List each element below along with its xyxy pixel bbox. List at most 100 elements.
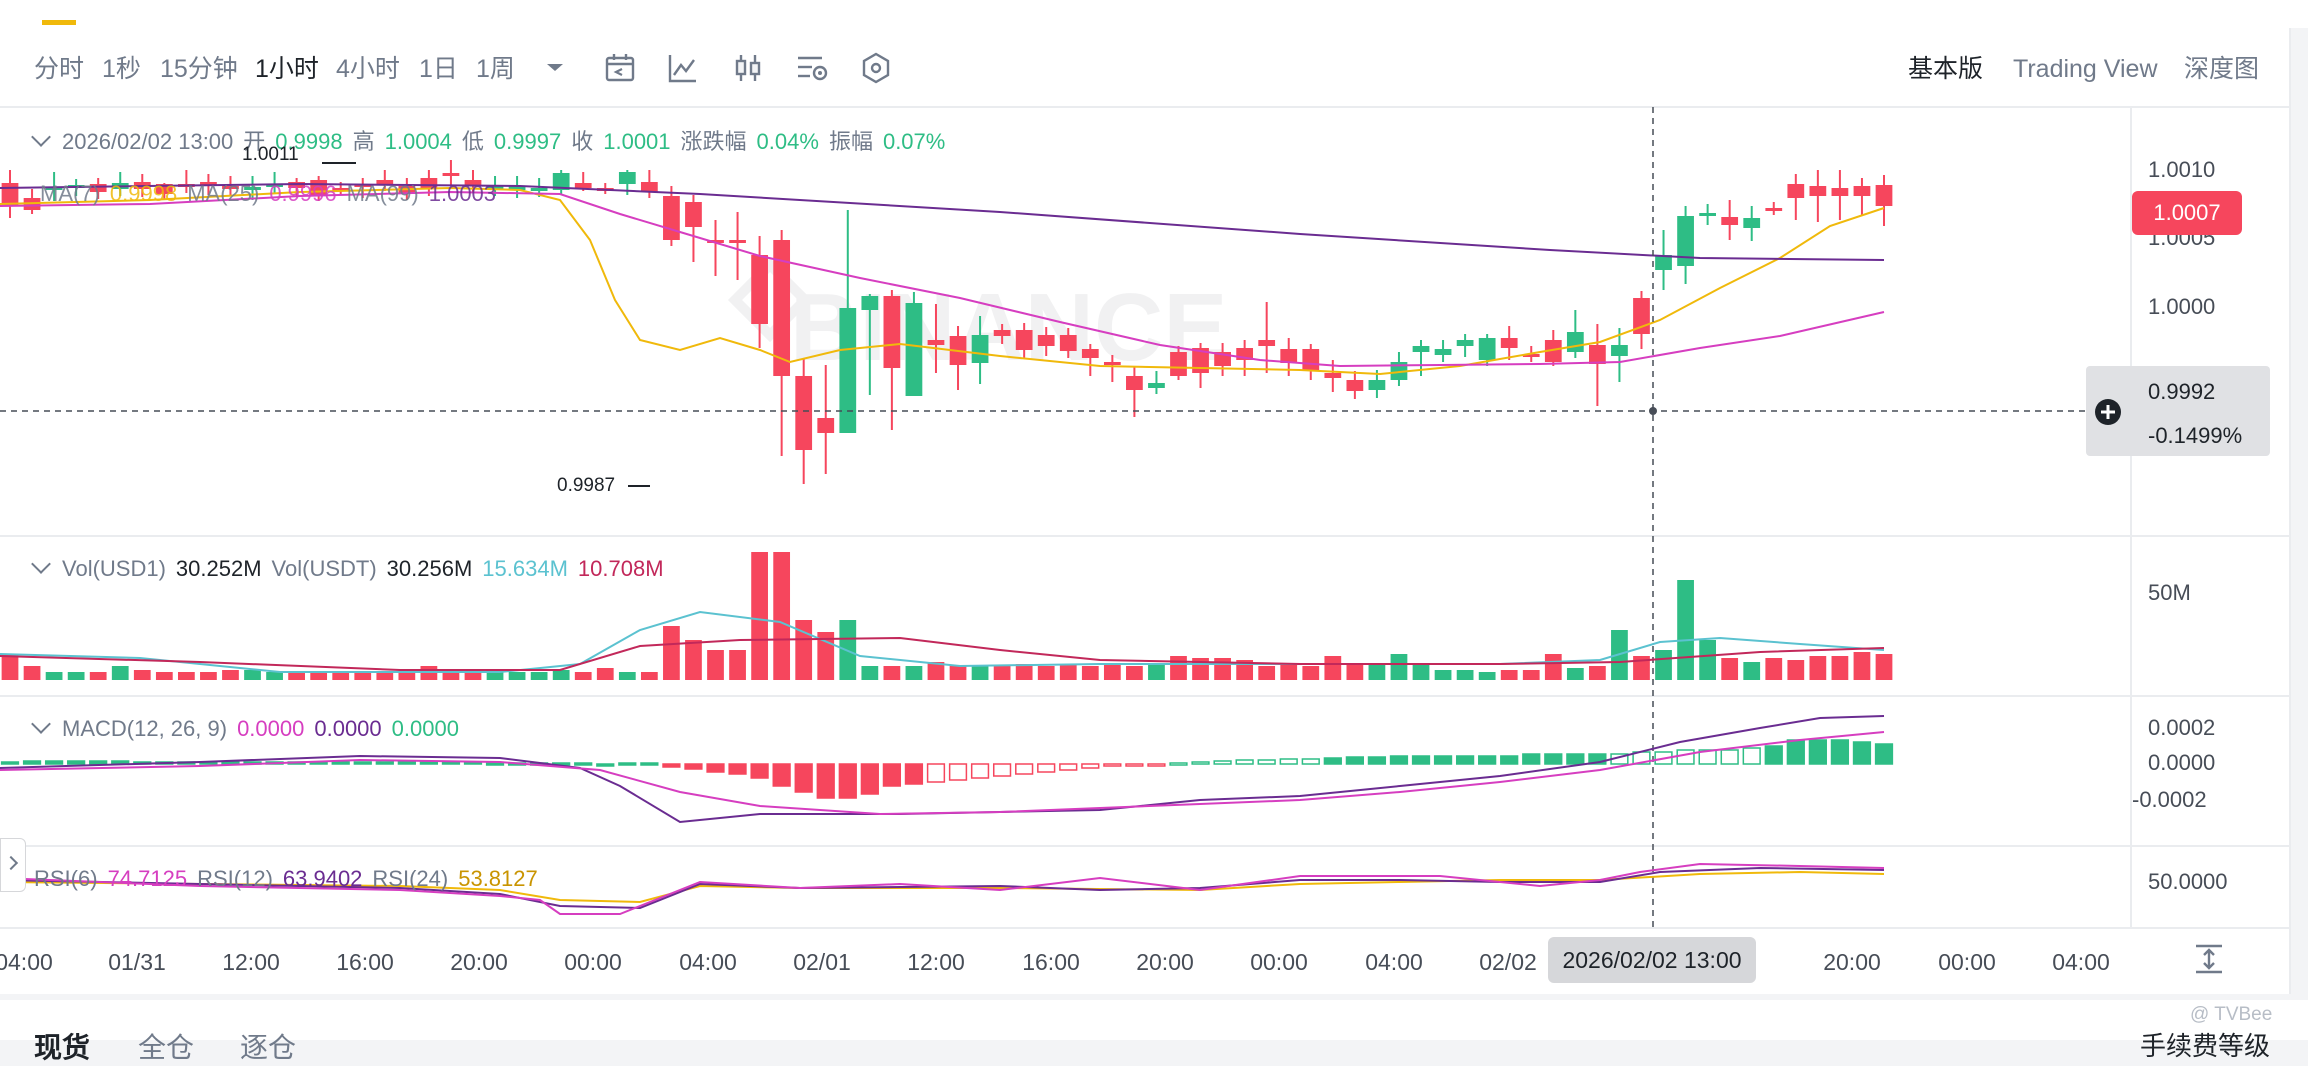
candle-body [442, 173, 460, 176]
macd-hist-bar [1500, 755, 1519, 765]
rsi6-line [0, 862, 1885, 915]
indicator-icon[interactable] [665, 50, 701, 86]
time-tick: 04:00 [1365, 949, 1423, 975]
add-alert-icon[interactable] [2094, 398, 2122, 426]
candle-body [1765, 208, 1783, 211]
volume-bar [861, 666, 879, 680]
ma99-line [0, 182, 1885, 261]
credit-label: @ TVBee [2190, 1004, 2273, 1025]
high-label: 高 [352, 129, 375, 154]
macd-hist-bar [838, 763, 857, 799]
candle-body [155, 184, 173, 194]
candle-body [266, 184, 283, 187]
macd-hist-bar [816, 763, 835, 799]
candle-type-icon[interactable] [730, 50, 766, 86]
candle-body [1258, 340, 1276, 346]
current-price-tag: 1.0007 [2132, 191, 2242, 235]
hexagon-icon[interactable] [858, 50, 894, 86]
volume-bar [1677, 580, 1694, 680]
macd-hist-bar [485, 762, 505, 766]
view-depth[interactable]: 深度图 [2184, 55, 2260, 83]
volume-bar [200, 672, 217, 680]
macd-hist-bar [1786, 739, 1805, 765]
tab-isolated[interactable]: 逐仓 [240, 1032, 297, 1063]
macd-hist-bar [1478, 755, 1497, 765]
candle-body [685, 202, 702, 227]
collapse-chevron-icon[interactable] [31, 554, 51, 574]
volume-bar [729, 650, 746, 680]
candle-body [1544, 340, 1562, 362]
rsi6-label: RSI(6) [34, 866, 98, 891]
chevron-down-icon[interactable] [537, 50, 573, 86]
macd-hist-bar [574, 762, 593, 766]
candle-body [1412, 346, 1430, 352]
close-label: 收 [571, 129, 594, 154]
macd-hist-bar [397, 761, 416, 765]
volume-bar [1566, 668, 1584, 680]
tab-spot[interactable]: 现货 [34, 1032, 91, 1063]
chart-canvas[interactable]: BINANCE [0, 0, 2308, 1040]
macd-hist-bar [1213, 760, 1232, 765]
expand-side-handle[interactable] [0, 838, 26, 892]
timeframe-1s[interactable]: 1秒 [102, 55, 141, 83]
time-tick: 20:00 [1823, 949, 1881, 975]
fit-screen-icon[interactable] [2192, 942, 2226, 976]
candle-body [663, 196, 680, 240]
candle-body [1721, 217, 1739, 225]
vol-usdt-value: 30.256M [386, 556, 473, 581]
macd-hist-bar [1191, 761, 1210, 765]
timeframe-1d[interactable]: 1日 [419, 55, 458, 83]
collapse-chevron-icon[interactable] [31, 714, 51, 734]
timeframe-15m[interactable]: 15分钟 [160, 55, 238, 83]
candle-body [1831, 188, 1849, 196]
tab-cross[interactable]: 全仓 [138, 1032, 195, 1063]
volume-bar [133, 670, 151, 680]
timeframe-1w[interactable]: 1周 [476, 55, 515, 83]
volume-bar [883, 666, 901, 680]
macd-hist-bar [1874, 743, 1894, 765]
timeframe-4h[interactable]: 4小时 [336, 55, 400, 83]
candle-body [1, 183, 19, 205]
collapse-chevron-icon[interactable] [31, 127, 51, 147]
macd-dea-value: 0.0000 [314, 716, 382, 741]
candle-body [1148, 383, 1165, 388]
macd-hist-bar [22, 760, 42, 765]
candle-body [1853, 186, 1871, 196]
macd-hist-bar [662, 763, 681, 768]
fee-level-link[interactable]: 手续费等级 [2140, 1031, 2271, 1061]
volume-bar [949, 666, 967, 680]
volume-bar [1478, 672, 1496, 680]
candle-body [1103, 362, 1121, 365]
view-basic[interactable]: 基本版 [1908, 55, 1984, 83]
rsi-tick: 50.0000 [2148, 869, 2228, 894]
calendar-icon[interactable] [602, 50, 638, 86]
volume-bar [1500, 670, 1518, 680]
timeframe-line[interactable]: 分时 [34, 55, 85, 83]
high-value: 1.0004 [384, 129, 452, 154]
settings-icon[interactable] [794, 50, 830, 86]
macd-hist-bar [1588, 753, 1607, 765]
volume-bar [332, 672, 350, 680]
view-tradingview[interactable]: Trading View [2013, 55, 2158, 83]
volume-bar [1589, 666, 1606, 680]
volume-bar [707, 650, 724, 680]
rsi6-value: 74.7125 [107, 866, 188, 891]
macd-hist-bar [640, 762, 659, 766]
time-tick: 04:00 [679, 949, 737, 975]
volume-bar [1633, 656, 1650, 680]
volume-bar [1214, 658, 1231, 680]
candle-body [707, 240, 724, 243]
candle-body [1346, 380, 1364, 391]
timeframe-1h[interactable]: 1小时 [255, 55, 319, 83]
volume-bar [663, 626, 680, 680]
volume-bar [773, 552, 791, 680]
open-value: 0.9998 [275, 129, 343, 154]
volume-ma5-line [0, 610, 1885, 673]
macd-hist-bar [1676, 749, 1695, 765]
time-tick: 00:00 [1938, 949, 1996, 975]
ma25-label: MA(25) [187, 181, 260, 206]
volume-bar [971, 666, 989, 680]
volume-bar [155, 672, 173, 680]
macd-tick: 0.0002 [2148, 715, 2216, 740]
candle-body [927, 340, 945, 345]
